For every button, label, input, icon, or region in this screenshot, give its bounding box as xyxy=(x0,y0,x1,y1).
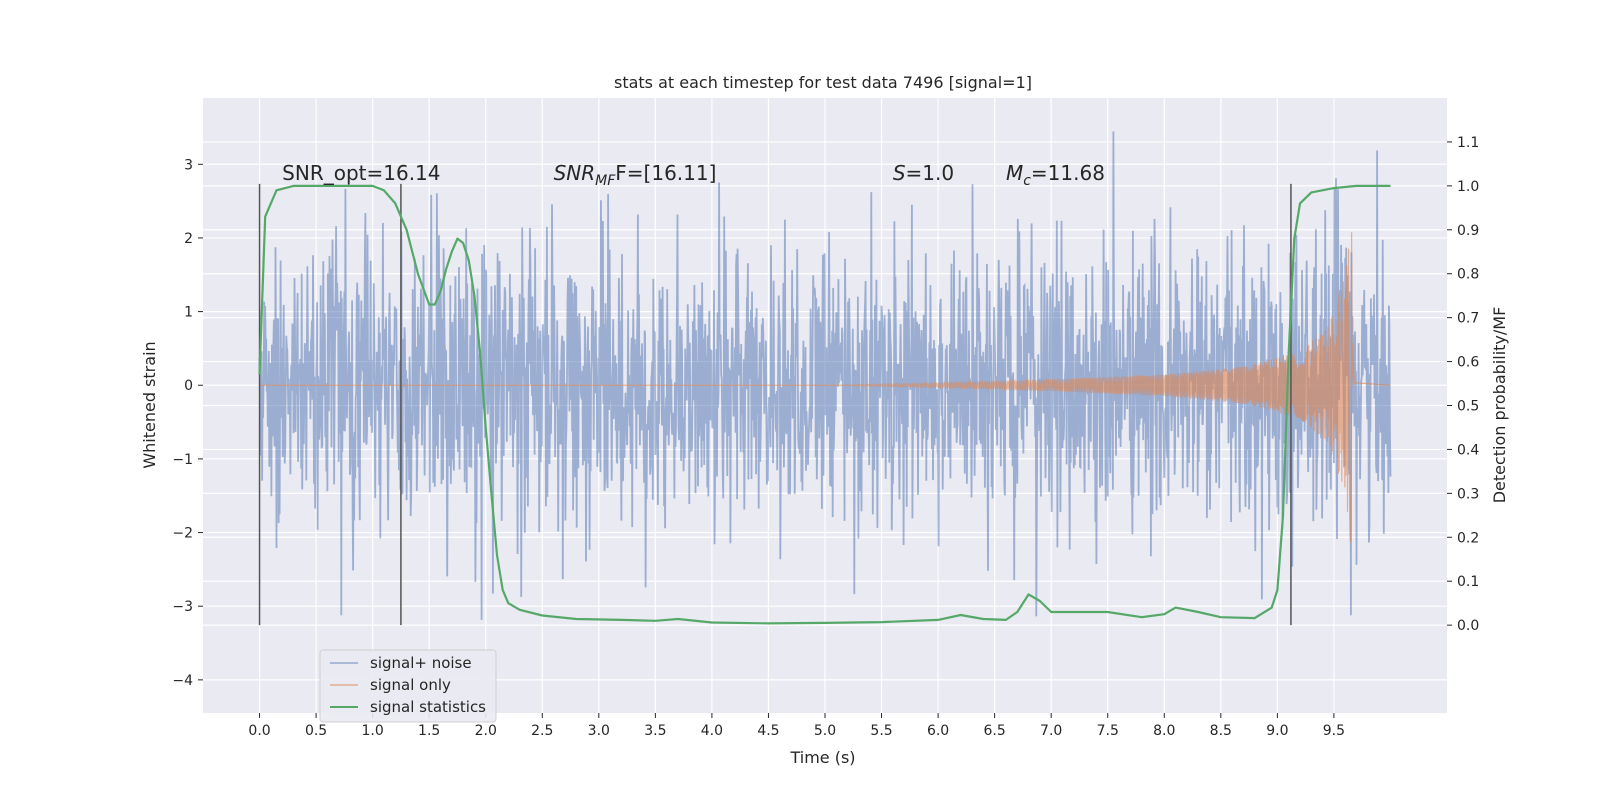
chart-title: stats at each timestep for test data 749… xyxy=(614,73,1032,92)
legend-label-signal-only: signal only xyxy=(370,676,451,694)
signal-statistics-series xyxy=(258,184,1391,625)
y2-tick-label-9: 0.9 xyxy=(1457,223,1479,239)
x-tick-label-10: 5.0 xyxy=(814,723,836,739)
annotation-0: SNR_opt=16.14 xyxy=(282,161,440,185)
x-tick-label-4: 2.0 xyxy=(475,723,497,739)
y-tick-label-4: 0 xyxy=(184,378,193,394)
signal-only-series xyxy=(259,232,1391,543)
annotation-2: S=1.0 xyxy=(893,161,954,185)
y2-axis-ticks: 0.0 0.1 0.2 0.3 0.4 0.5 0.6 0.7 0.8 0.9 1.0 1.1 xyxy=(1447,135,1479,634)
y-tick-label-7: 3 xyxy=(184,157,193,173)
y2-tick-label-10: 1.0 xyxy=(1457,179,1479,195)
noise-trace xyxy=(258,131,1392,620)
x-tick-label-3: 1.5 xyxy=(418,723,440,739)
legend-label-signal-statistics: signal statistics xyxy=(370,698,486,716)
y-axis-label: Whitened strain xyxy=(140,341,159,468)
legend-label-signal-noise: signal+ noise xyxy=(370,654,472,672)
legend: signal+ noise signal only signal statist… xyxy=(319,649,497,723)
signal-only-trace xyxy=(259,232,1391,543)
y-tick-label-1: −3 xyxy=(172,599,193,615)
x-axis-label: Time (s) xyxy=(789,748,855,767)
x-tick-label-11: 5.5 xyxy=(870,723,892,739)
y-tick-label-5: 1 xyxy=(184,305,193,321)
y2-tick-label-2: 0.2 xyxy=(1457,530,1479,546)
y2-tick-label-0: 0.0 xyxy=(1457,618,1479,634)
y2-tick-label-5: 0.5 xyxy=(1457,399,1479,415)
x-tick-label-2: 1.0 xyxy=(362,723,384,739)
x-tick-label-9: 4.5 xyxy=(757,723,779,739)
x-tick-label-6: 3.0 xyxy=(588,723,610,739)
x-axis-ticks: 0.0 0.5 1.0 1.5 2.0 2.5 3.0 3.5 4.0 4.5 5.0 5.5 6.0 6… xyxy=(248,713,1345,739)
y-tick-label-6: 2 xyxy=(184,231,193,247)
y2-tick-label-4: 0.4 xyxy=(1457,442,1479,458)
y-tick-label-3: −1 xyxy=(172,452,193,468)
x-tick-label-18: 9.0 xyxy=(1266,723,1288,739)
y-tick-label-2: −2 xyxy=(172,526,193,542)
x-tick-label-13: 6.5 xyxy=(984,723,1006,739)
x-tick-label-16: 8.0 xyxy=(1153,723,1175,739)
x-tick-label-7: 3.5 xyxy=(644,723,666,739)
annotation-1: SNRMFF=[16.11] xyxy=(554,161,717,189)
signal-noise-series xyxy=(258,131,1392,620)
x-tick-label-15: 7.5 xyxy=(1097,723,1119,739)
legend-box xyxy=(319,649,497,723)
x-tick-label-14: 7.0 xyxy=(1040,723,1062,739)
x-tick-label-8: 4.0 xyxy=(701,723,723,739)
signal-statistics-trace xyxy=(258,184,1391,625)
y-axis-ticks: −4 −3 −2 −1 0 1 2 3 xyxy=(172,157,203,689)
y-tick-label-0: −4 xyxy=(172,673,193,689)
y2-axis-label: Detection probability/MF xyxy=(1490,307,1509,504)
x-tick-label-19: 9.5 xyxy=(1323,723,1345,739)
y2-tick-label-3: 0.3 xyxy=(1457,486,1479,502)
x-tick-label-0: 0.0 xyxy=(248,723,270,739)
x-tick-label-17: 8.5 xyxy=(1210,723,1232,739)
vertical-marker-lines xyxy=(258,183,1292,626)
y2-tick-label-7: 0.7 xyxy=(1457,311,1479,327)
y2-tick-label-6: 0.6 xyxy=(1457,355,1479,371)
y2-tick-label-1: 0.1 xyxy=(1457,574,1479,590)
x-tick-label-1: 0.5 xyxy=(305,723,327,739)
x-tick-label-5: 2.5 xyxy=(531,723,553,739)
annotations: SNR_opt=16.14 SNRMFF=[16.11] S=1.0 Mc=11.68 xyxy=(282,161,1105,189)
x-tick-label-12: 6.0 xyxy=(927,723,949,739)
annotation-3: Mc=11.68 xyxy=(1006,161,1105,189)
y2-tick-label-11: 1.1 xyxy=(1457,135,1479,151)
y2-tick-label-8: 0.8 xyxy=(1457,267,1479,283)
